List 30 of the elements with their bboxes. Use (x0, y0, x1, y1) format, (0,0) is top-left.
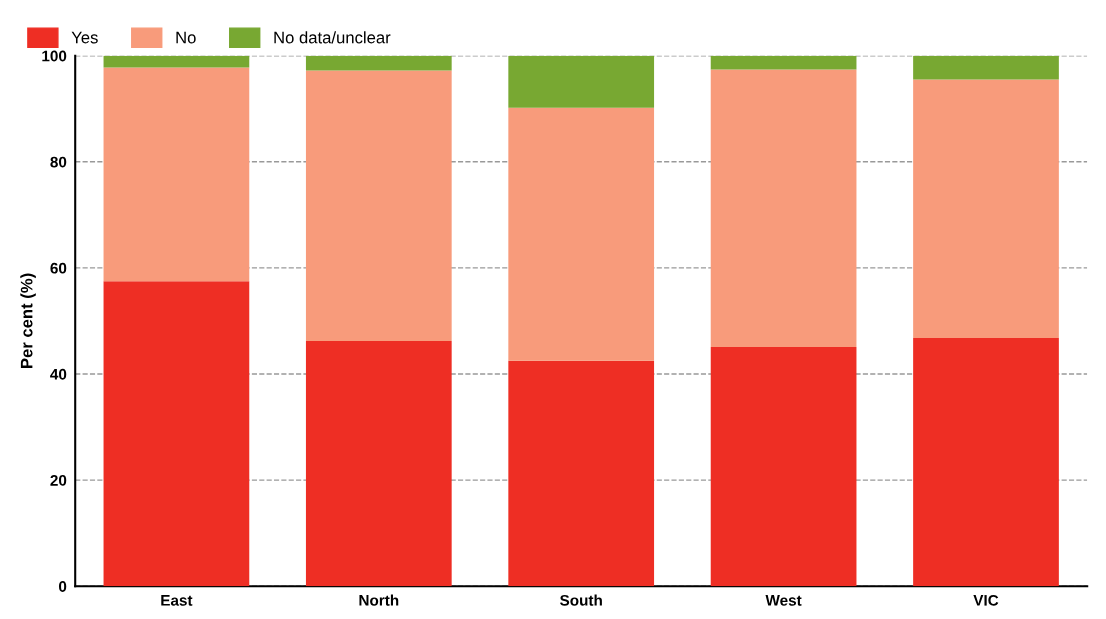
y-tick-label: 100 (42, 50, 67, 62)
y-tick-label: 80 (50, 156, 67, 168)
bar (508, 107, 655, 361)
bar (103, 67, 250, 282)
y-tick-label: 60 (50, 262, 67, 274)
x-tick-label: East (161, 595, 193, 606)
legend-label: No data/unclear (274, 31, 391, 44)
bar (710, 55, 857, 70)
bar (305, 70, 452, 342)
x-tick-label: North (359, 594, 399, 606)
y-tick-label: 20 (50, 474, 67, 486)
bar (913, 337, 1059, 587)
y-tick-label: 40 (50, 368, 67, 380)
bar (305, 55, 452, 71)
bar (913, 79, 1059, 338)
x-tick-label: South (560, 594, 602, 606)
y-tick-label: 0 (58, 581, 67, 592)
legend-label: No (176, 31, 196, 44)
bar (913, 55, 1059, 80)
x-tick-label: VIC (973, 594, 999, 606)
bar (305, 341, 452, 587)
y-axis-title: Per cent (%) (20, 273, 36, 368)
legend-label: Yes (71, 31, 98, 44)
bar (508, 360, 655, 587)
x-tick-label: West (765, 595, 802, 606)
bar (710, 69, 857, 347)
bar (508, 55, 655, 108)
bar (103, 55, 250, 68)
bar (103, 281, 250, 587)
bar (710, 346, 857, 587)
